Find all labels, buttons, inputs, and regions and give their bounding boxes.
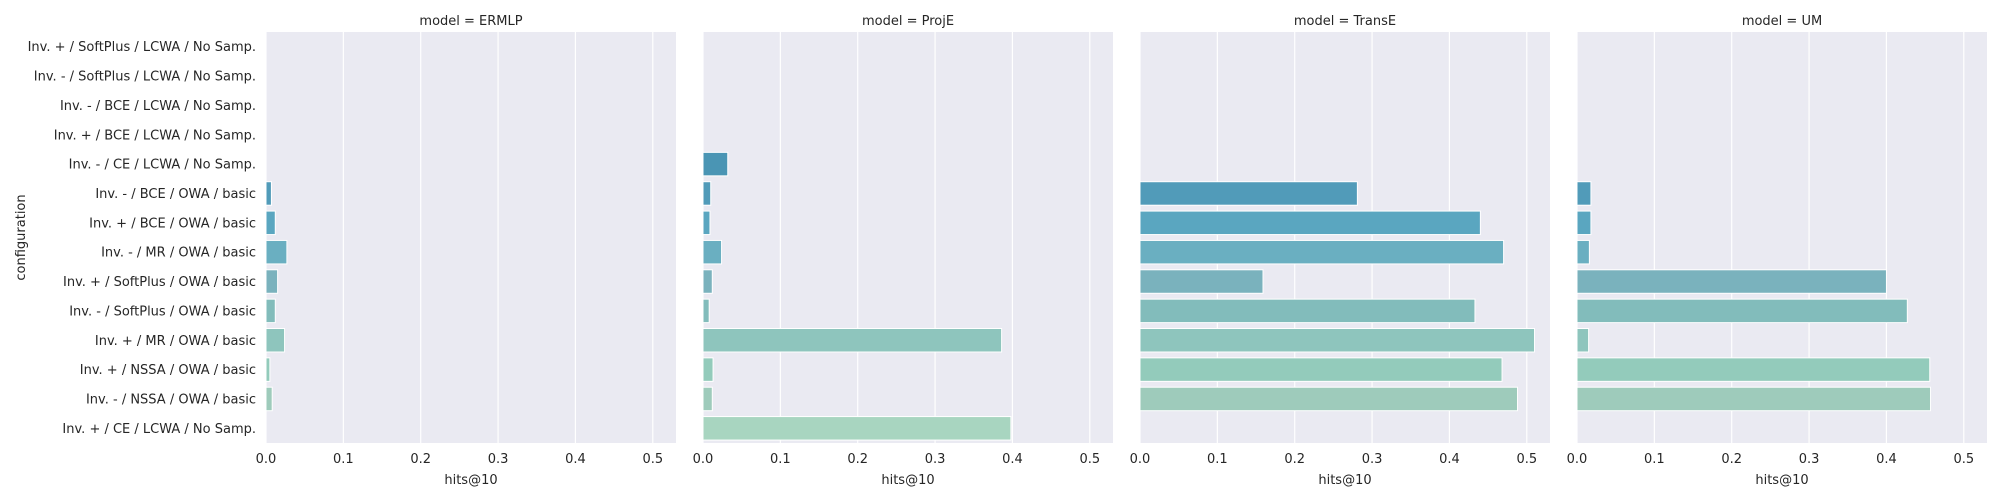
bar [1139, 298, 1476, 324]
bar [702, 357, 714, 382]
x-tick-label: 0.4 [565, 452, 586, 467]
bar [702, 386, 713, 412]
bar [1139, 386, 1519, 412]
x-tick-label: 0.2 [1284, 452, 1305, 467]
x-axis-label: hits@10 [1755, 473, 1808, 488]
x-tick-label: 0.0 [1130, 452, 1151, 467]
y-tick-label: Inv. + / SoftPlus / OWA / basic [63, 275, 256, 290]
y-tick-label: Inv. - / SoftPlus / OWA / basic [69, 304, 256, 319]
bar [1576, 239, 1590, 265]
y-axis-label: configuration [14, 194, 29, 280]
bar [702, 416, 1012, 441]
bar [265, 328, 286, 353]
x-axis-label: hits@10 [881, 473, 934, 488]
y-tick-label: Inv. - / BCE / OWA / basic [95, 187, 256, 202]
x-axis-label: hits@10 [444, 473, 497, 488]
x-tick-label: 0.0 [1567, 452, 1588, 467]
x-tick-label: 0.5 [1516, 452, 1537, 467]
x-tick-label: 0.5 [1079, 452, 1100, 467]
x-tick-label: 0.3 [925, 452, 946, 467]
y-tick-label: Inv. - / NSSA / OWA / basic [86, 392, 256, 407]
panel-title: model = TransE [1294, 14, 1396, 29]
y-tick-label: Inv. + / BCE / OWA / basic [89, 216, 256, 231]
x-tick-label: 0.3 [1362, 452, 1383, 467]
y-tick-label: Inv. + / SoftPlus / LCWA / No Samp. [28, 40, 256, 55]
bar [1139, 328, 1536, 353]
bar [1139, 210, 1481, 236]
x-tick-label: 0.1 [1207, 452, 1228, 467]
bar [702, 181, 712, 206]
bar [702, 269, 713, 294]
panel-background [703, 32, 1113, 443]
x-tick-label: 0.4 [1439, 452, 1460, 467]
bar [1139, 357, 1503, 382]
bar [702, 210, 711, 236]
bar [1139, 269, 1264, 294]
panel-background [266, 32, 676, 443]
bar [702, 328, 1003, 353]
bar [1576, 386, 1932, 412]
x-tick-label: 0.1 [1644, 452, 1665, 467]
y-tick-label: Inv. + / CE / LCWA / No Samp. [62, 422, 256, 437]
bar [1576, 357, 1931, 382]
bar [265, 181, 272, 206]
x-axis-label: hits@10 [1318, 473, 1371, 488]
x-tick-label: 0.1 [770, 452, 791, 467]
bar [1576, 181, 1592, 206]
bar [265, 239, 288, 265]
panel-3: model = UM 0.0 0.1 0.2 0.3 0.4 0.5 hits@10 [1567, 14, 1987, 488]
bar [265, 269, 279, 294]
x-tick-label: 0.1 [333, 452, 354, 467]
x-tick-label: 0.2 [1721, 452, 1742, 467]
bar [1139, 239, 1505, 265]
y-tick-label: Inv. + / NSSA / OWA / basic [80, 363, 256, 378]
panel-title: model = UM [1742, 14, 1822, 29]
x-tick-label: 0.3 [488, 452, 509, 467]
bar [265, 386, 273, 412]
x-tick-label: 0.4 [1876, 452, 1897, 467]
x-tick-label: 0.0 [693, 452, 714, 467]
x-tick-label: 0.2 [847, 452, 868, 467]
y-tick-label: Inv. + / BCE / LCWA / No Samp. [54, 128, 256, 143]
panel-1: model = ProjE 0.0 0.1 0.2 0.3 0.4 0.5 hits@10 [693, 14, 1113, 488]
panel-title: model = ERMLP [419, 14, 522, 29]
bar [265, 210, 276, 236]
bar [702, 298, 710, 324]
bar [1576, 269, 1887, 294]
y-tick-label: Inv. + / MR / OWA / basic [95, 334, 256, 349]
bar [702, 151, 729, 177]
x-tick-label: 0.4 [1002, 452, 1023, 467]
bar [1139, 181, 1358, 206]
panel-0: model = ERMLP 0.0 0.1 0.2 0.3 0.4 0.5 hits@10 [256, 14, 676, 488]
bar [265, 357, 271, 382]
x-tick-label: 0.5 [642, 452, 663, 467]
y-tick-label: Inv. - / CE / LCWA / No Samp. [69, 158, 256, 173]
x-tick-label: 0.2 [410, 452, 431, 467]
panel-title: model = ProjE [862, 14, 954, 29]
y-tick-label: Inv. - / MR / OWA / basic [101, 246, 256, 261]
y-tick-label: Inv. - / BCE / LCWA / No Samp. [60, 99, 256, 114]
panel-2: model = TransE 0.0 0.1 0.2 0.3 0.4 0.5 hits@10 [1130, 14, 1550, 488]
bar [265, 298, 276, 324]
x-tick-label: 0.3 [1799, 452, 1820, 467]
x-tick-label: 0.5 [1953, 452, 1974, 467]
bar [702, 239, 723, 265]
bar [1576, 328, 1590, 353]
bar [1576, 210, 1592, 236]
x-tick-label: 0.0 [256, 452, 277, 467]
bar [1576, 298, 1908, 324]
y-tick-label: Inv. - / SoftPlus / LCWA / No Samp. [34, 70, 256, 85]
